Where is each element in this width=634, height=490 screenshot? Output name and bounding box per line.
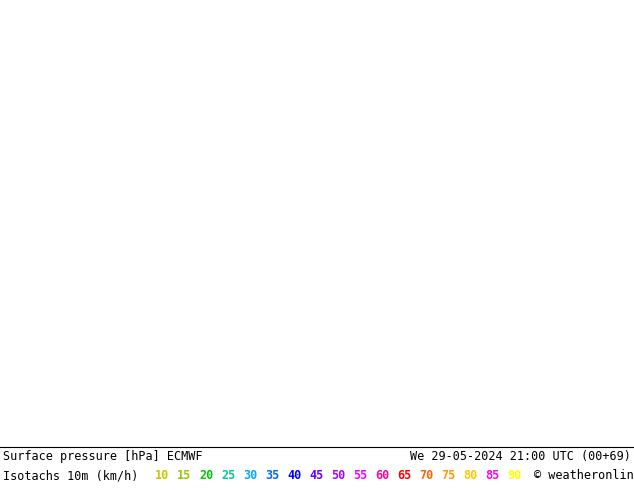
Text: 85: 85: [485, 469, 499, 482]
Text: 10: 10: [155, 469, 169, 482]
Text: 15: 15: [177, 469, 191, 482]
Text: 55: 55: [353, 469, 367, 482]
Text: 75: 75: [441, 469, 455, 482]
Text: 45: 45: [309, 469, 323, 482]
Text: 70: 70: [419, 469, 433, 482]
Text: Surface pressure [hPa] ECMWF: Surface pressure [hPa] ECMWF: [3, 450, 202, 463]
Text: 20: 20: [199, 469, 213, 482]
Text: We 29-05-2024 21:00 UTC (00+69): We 29-05-2024 21:00 UTC (00+69): [410, 450, 631, 463]
Text: 30: 30: [243, 469, 257, 482]
Text: 60: 60: [375, 469, 389, 482]
Text: 40: 40: [287, 469, 301, 482]
Text: 50: 50: [331, 469, 346, 482]
Text: © weatheronline.co.uk: © weatheronline.co.uk: [534, 469, 634, 482]
Text: 25: 25: [221, 469, 235, 482]
Text: 80: 80: [463, 469, 477, 482]
Text: 35: 35: [265, 469, 279, 482]
Text: 90: 90: [507, 469, 521, 482]
Text: 65: 65: [397, 469, 411, 482]
Text: Isotachs 10m (km/h): Isotachs 10m (km/h): [3, 469, 138, 482]
